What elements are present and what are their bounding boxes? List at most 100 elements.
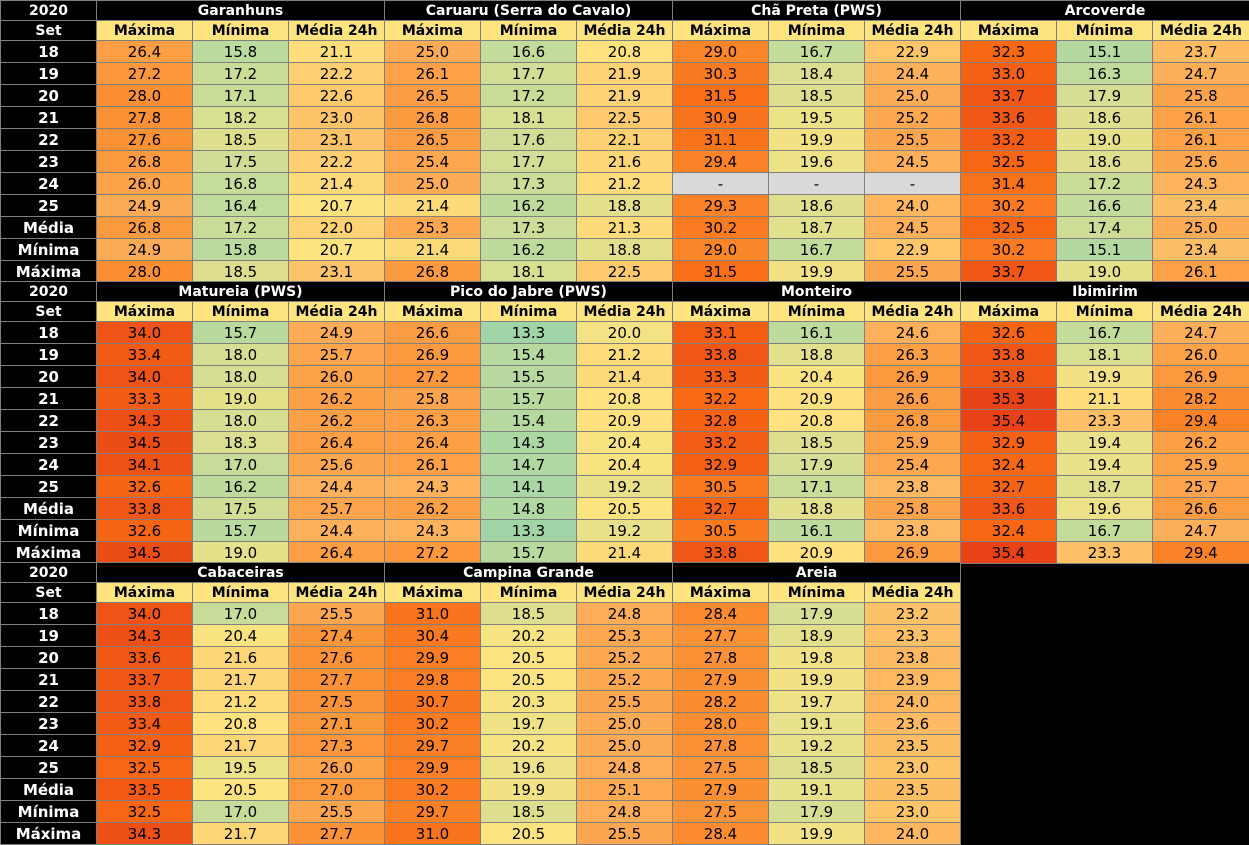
column-header: Máxima: [384, 20, 481, 42]
data-cell: 19.9: [768, 128, 865, 151]
data-cell: 18.7: [1056, 475, 1153, 498]
data-cell: 24.5: [864, 150, 961, 173]
data-cell: 20.9: [576, 409, 673, 432]
column-header: Mínima: [480, 301, 577, 323]
data-cell: 15.4: [480, 409, 577, 432]
column-header: Média 24h: [576, 301, 673, 323]
data-cell: 19.0: [192, 387, 289, 410]
column-header: Média 24h: [1152, 20, 1249, 42]
data-cell: 25.3: [384, 216, 481, 239]
data-cell: 17.9: [768, 800, 865, 823]
data-cell: 26.9: [384, 343, 481, 366]
data-cell: 29.9: [384, 756, 481, 779]
column-header: Mínima: [480, 582, 577, 604]
data-cell: 17.1: [192, 84, 289, 107]
data-cell: 20.0: [576, 321, 673, 344]
data-cell: 28.0: [96, 84, 193, 107]
row-label: 25: [0, 475, 97, 498]
data-cell: 13.3: [480, 321, 577, 344]
data-cell: 26.9: [864, 365, 961, 388]
data-cell: 17.1: [768, 475, 865, 498]
data-cell: 23.1: [288, 260, 385, 283]
data-cell: 33.0: [960, 62, 1057, 85]
data-cell: 20.5: [480, 668, 577, 691]
data-cell: 29.4: [1152, 409, 1249, 432]
row-label: 18: [0, 40, 97, 63]
data-cell: 26.1: [1152, 106, 1249, 129]
data-cell: 26.6: [1152, 497, 1249, 520]
data-cell: 23.8: [864, 475, 961, 498]
data-cell: 25.5: [576, 822, 673, 845]
data-cell: 26.4: [288, 431, 385, 454]
data-cell: 26.3: [864, 343, 961, 366]
data-cell: 30.9: [672, 106, 769, 129]
row-label: 19: [0, 62, 97, 85]
data-cell: 26.9: [1152, 365, 1249, 388]
column-header: Máxima: [384, 582, 481, 604]
data-cell: 19.0: [1056, 260, 1153, 283]
data-cell: 19.4: [1056, 431, 1153, 454]
data-cell: 24.0: [864, 194, 961, 217]
data-cell: 20.2: [480, 624, 577, 647]
data-cell: 18.3: [192, 431, 289, 454]
data-cell: 24.9: [96, 238, 193, 261]
year-header: 2020: [0, 281, 97, 303]
row-label: 23: [0, 150, 97, 173]
row-label: Mínima: [0, 238, 97, 261]
data-cell: 30.2: [960, 194, 1057, 217]
data-cell: 25.0: [576, 734, 673, 757]
data-cell: 31.4: [960, 172, 1057, 195]
data-cell: 18.4: [768, 62, 865, 85]
data-cell: 16.4: [192, 194, 289, 217]
data-cell: 18.5: [192, 260, 289, 283]
data-cell: 25.1: [576, 778, 673, 801]
data-cell: 26.0: [1152, 343, 1249, 366]
data-cell: 19.9: [1056, 365, 1153, 388]
data-cell: 30.2: [672, 216, 769, 239]
data-cell: 18.8: [768, 343, 865, 366]
data-cell: 33.8: [960, 365, 1057, 388]
data-cell: 18.8: [576, 194, 673, 217]
data-cell: 17.2: [192, 62, 289, 85]
data-cell: 19.0: [192, 541, 289, 564]
row-label: 25: [0, 194, 97, 217]
data-cell: 29.3: [672, 194, 769, 217]
data-cell: 33.6: [960, 497, 1057, 520]
data-cell: 20.8: [576, 387, 673, 410]
data-cell: 23.1: [288, 128, 385, 151]
data-cell: 21.4: [384, 238, 481, 261]
data-cell: 18.5: [480, 602, 577, 625]
data-cell: 24.4: [864, 62, 961, 85]
data-cell: 30.5: [672, 519, 769, 542]
data-cell: 19.8: [768, 646, 865, 669]
data-cell: 15.7: [192, 321, 289, 344]
data-cell: 19.2: [768, 734, 865, 757]
data-cell: 32.4: [960, 519, 1057, 542]
data-cell: 22.6: [288, 84, 385, 107]
data-cell: 26.2: [288, 387, 385, 410]
data-cell: 25.4: [864, 453, 961, 476]
data-cell: 20.5: [480, 822, 577, 845]
column-header: Mínima: [480, 20, 577, 42]
column-header: Média 24h: [864, 20, 961, 42]
data-cell: 17.9: [768, 602, 865, 625]
data-cell: 32.6: [960, 321, 1057, 344]
data-cell: 22.5: [576, 106, 673, 129]
station-name-header: Pico do Jabre (PWS): [384, 281, 673, 303]
data-cell: 32.2: [672, 387, 769, 410]
column-header: Máxima: [960, 301, 1057, 323]
row-label: 19: [0, 624, 97, 647]
month-header: Set: [0, 582, 97, 604]
data-cell: 33.8: [672, 343, 769, 366]
data-cell: 18.6: [768, 194, 865, 217]
data-cell: 25.5: [864, 260, 961, 283]
data-cell: 31.5: [672, 84, 769, 107]
data-cell: 15.8: [192, 238, 289, 261]
data-cell: 20.8: [576, 40, 673, 63]
data-cell: 19.7: [768, 690, 865, 713]
data-cell: 27.8: [96, 106, 193, 129]
data-cell: 31.1: [672, 128, 769, 151]
data-cell: 33.8: [96, 497, 193, 520]
data-cell: 26.0: [288, 365, 385, 388]
data-cell: 26.2: [1152, 431, 1249, 454]
